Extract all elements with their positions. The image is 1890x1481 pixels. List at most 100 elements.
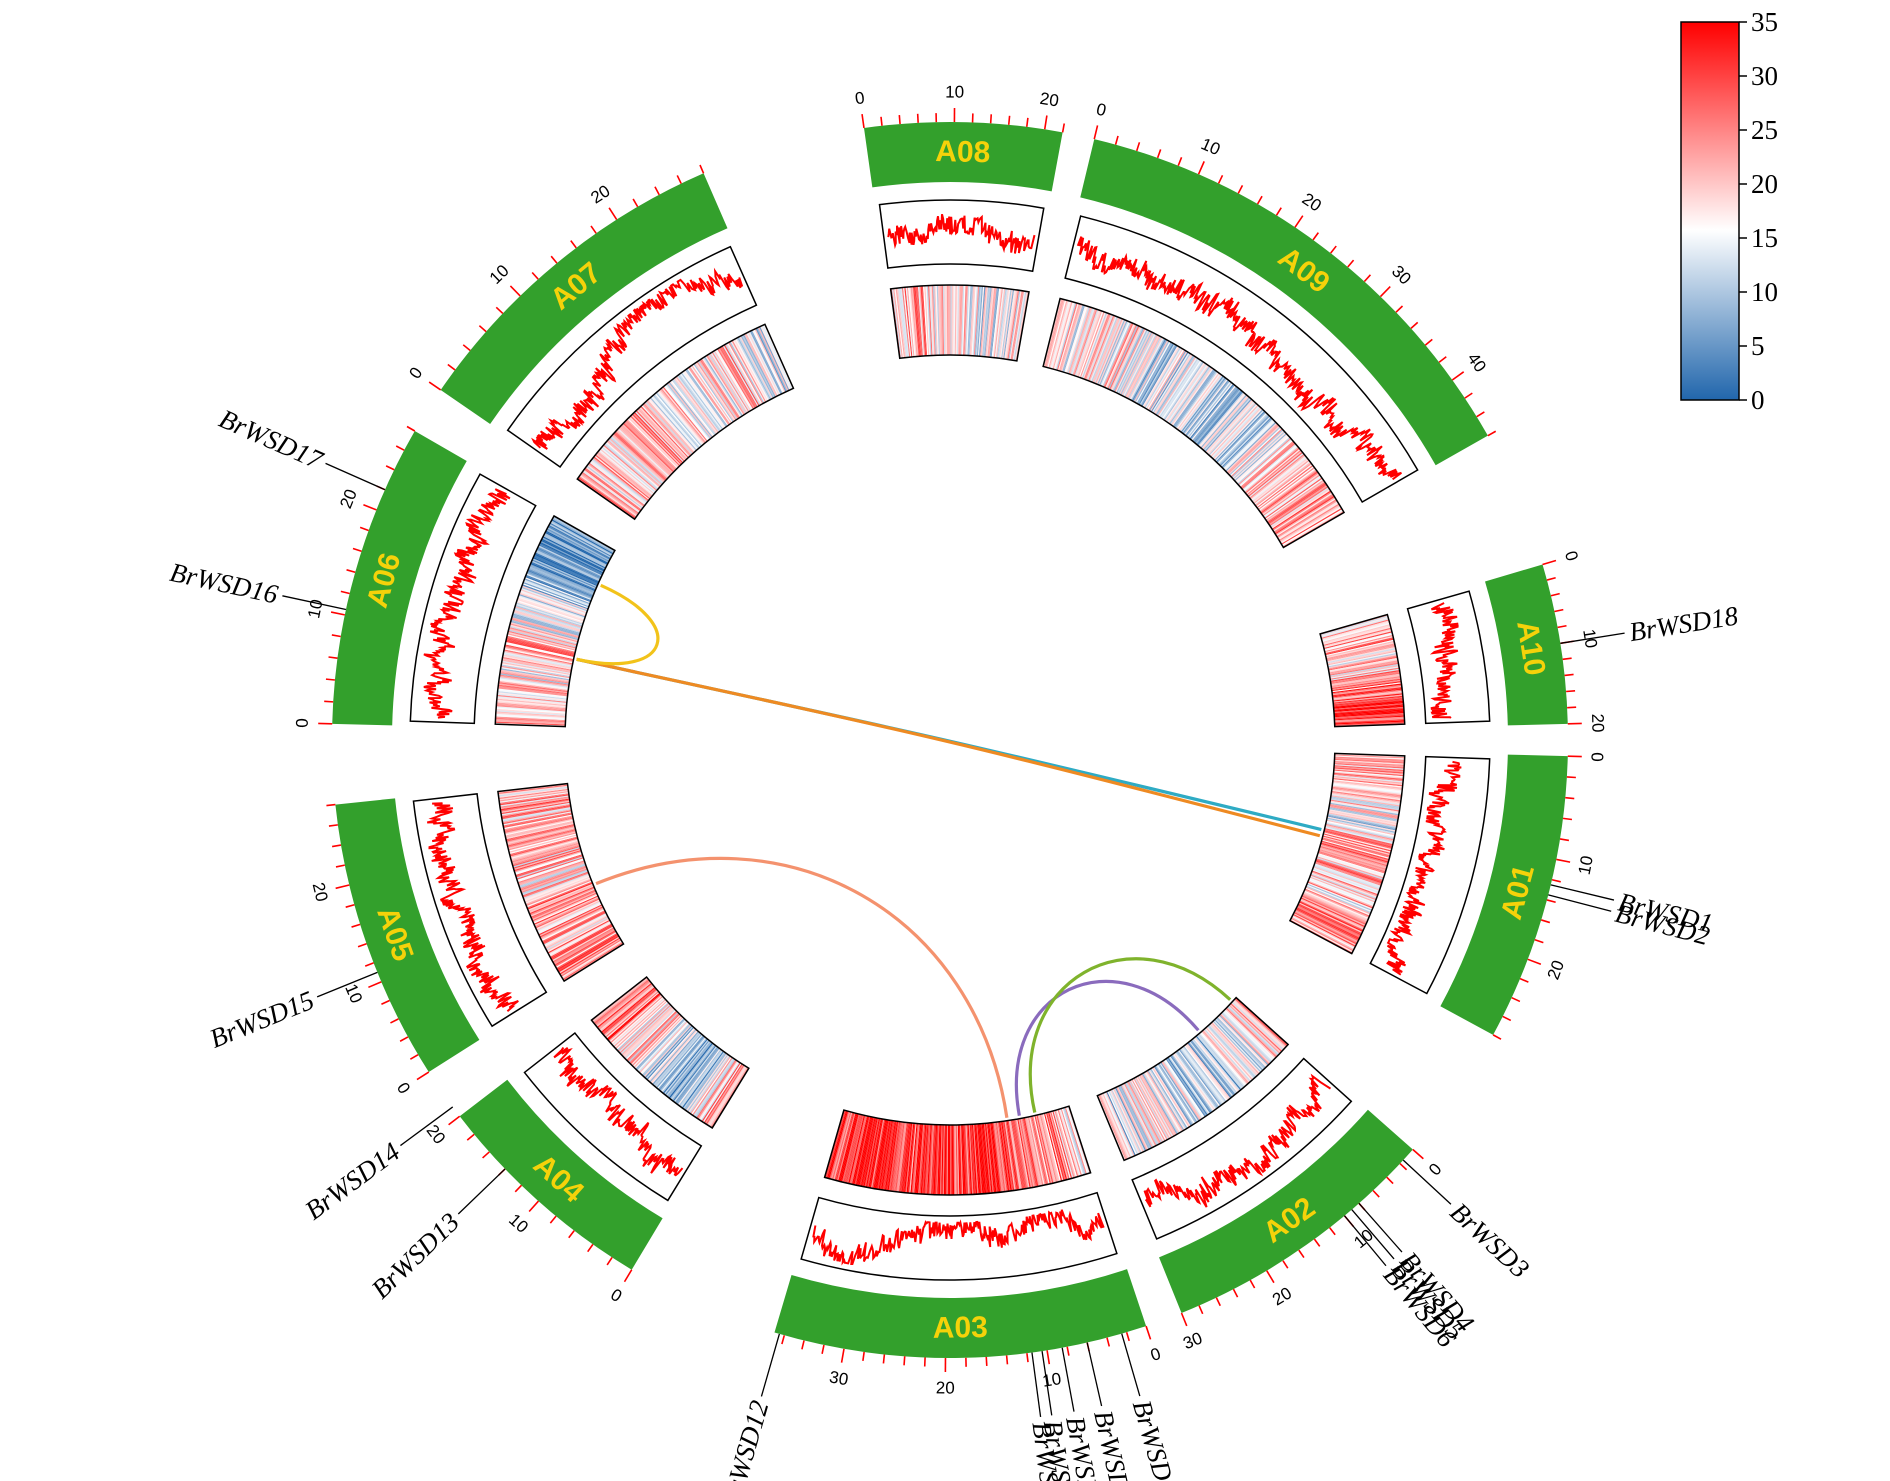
heat-stripe (705, 1064, 745, 1125)
heat-stripe (549, 522, 612, 558)
heat-stripe (1292, 914, 1356, 947)
scale-tick (985, 1356, 988, 1366)
heat-stripe (1135, 341, 1171, 404)
heat-stripe (504, 648, 573, 664)
heat-stripe (889, 1121, 901, 1192)
scale-tick (328, 656, 338, 659)
heat-stripe (1325, 637, 1394, 655)
scale-tick (1399, 1162, 1408, 1171)
heat-stripe (1009, 290, 1022, 360)
heat-stripe (1311, 871, 1378, 897)
heat-stripe (1238, 438, 1293, 487)
heat-stripe (1198, 1033, 1245, 1088)
heat-stripe (1051, 301, 1072, 369)
heat-stripe (1261, 473, 1320, 516)
heat-stripe (496, 702, 567, 710)
heat-stripe (1326, 645, 1396, 662)
heat-stripe (957, 1124, 961, 1195)
heat-stripe (1045, 299, 1064, 368)
heat-stripe (986, 287, 995, 357)
heat-stripe (938, 285, 941, 356)
heat-stripe (909, 1123, 917, 1194)
heat-stripe (515, 602, 584, 625)
heat-stripe (855, 1116, 872, 1186)
heat-stripe (891, 288, 902, 359)
heat-stripe (1095, 318, 1123, 384)
heat-stripe (549, 523, 612, 558)
heat-stripe (500, 670, 570, 683)
heat-stripe (1198, 392, 1246, 447)
heat-stripe (1190, 384, 1236, 440)
heat-stripe (1137, 1075, 1174, 1138)
heat-stripe (616, 429, 669, 478)
heat-stripe (631, 1015, 682, 1067)
heat-stripe (1125, 334, 1159, 398)
heat-stripe (532, 558, 598, 588)
heat-stripe (1277, 500, 1338, 539)
heat-stripe (587, 463, 645, 507)
heat-stripe (712, 351, 751, 412)
heat-stripe (1008, 1120, 1021, 1190)
heat-stripe (1231, 429, 1284, 479)
heat-stripe (843, 1114, 861, 1183)
heat-stripe (515, 604, 583, 627)
scale-tick (1249, 1279, 1256, 1289)
heat-stripe (882, 1120, 894, 1191)
heat-stripe (688, 367, 730, 426)
heat-stripe (1209, 1023, 1258, 1077)
heat-stripe (1323, 630, 1392, 649)
heat-stripe (961, 285, 965, 356)
heat-stripe (1114, 328, 1146, 393)
heat-stripe (1263, 476, 1322, 519)
heat-stripe (533, 555, 598, 586)
heat-stripe (746, 332, 779, 396)
scale-tick (1046, 1350, 1051, 1365)
heat-stripe (533, 895, 599, 925)
heat-stripe (909, 286, 917, 357)
heat-stripe (643, 403, 692, 456)
heat-stripe (501, 802, 571, 816)
heat-stripe (502, 809, 572, 823)
heat-stripe (625, 419, 677, 471)
heat-stripe (506, 824, 575, 842)
heat-stripe (1314, 863, 1382, 888)
gene-leader-line (1343, 1215, 1387, 1267)
heat-stripe (1324, 830, 1393, 848)
heat-stripe (893, 1122, 904, 1192)
scale-tick (1294, 215, 1304, 228)
gene-label: BrWSD3 (1444, 1197, 1535, 1284)
heat-stripe (1213, 408, 1263, 461)
heat-stripe (697, 1060, 738, 1120)
heat-stripe (1108, 1090, 1139, 1155)
heat-stripe (1334, 713, 1405, 719)
heat-stripe (1031, 1116, 1048, 1185)
heat-stripe (1134, 340, 1170, 403)
heat-stripe (560, 939, 622, 977)
scale-tick (1156, 149, 1162, 159)
heat-stripe (1331, 792, 1401, 803)
heat-stripe (628, 417, 679, 468)
heat-stripe (1048, 1112, 1068, 1180)
heat-stripe (1247, 451, 1303, 498)
heat-stripe (498, 788, 569, 800)
heat-stripe (548, 921, 612, 956)
heat-stripe (1140, 344, 1177, 407)
heat-stripe (1102, 322, 1132, 387)
heat-stripe (1332, 783, 1403, 793)
heat-stripe (497, 692, 568, 701)
heat-stripe (1258, 468, 1316, 511)
scale-tick (568, 1230, 575, 1239)
heat-stripe (527, 883, 594, 911)
heat-stripe (1192, 387, 1239, 443)
heat-stripe (498, 683, 568, 694)
heat-stripe (760, 325, 791, 391)
heat-stripe (1211, 1021, 1261, 1074)
heat-stripe (1332, 780, 1403, 789)
heat-stripe (514, 608, 582, 630)
heat-stripe (1054, 302, 1076, 370)
heat-stripe (512, 612, 581, 633)
heat-stripe (840, 1113, 859, 1182)
heat-stripe (1162, 360, 1203, 420)
scale-tick (1328, 1227, 1336, 1236)
